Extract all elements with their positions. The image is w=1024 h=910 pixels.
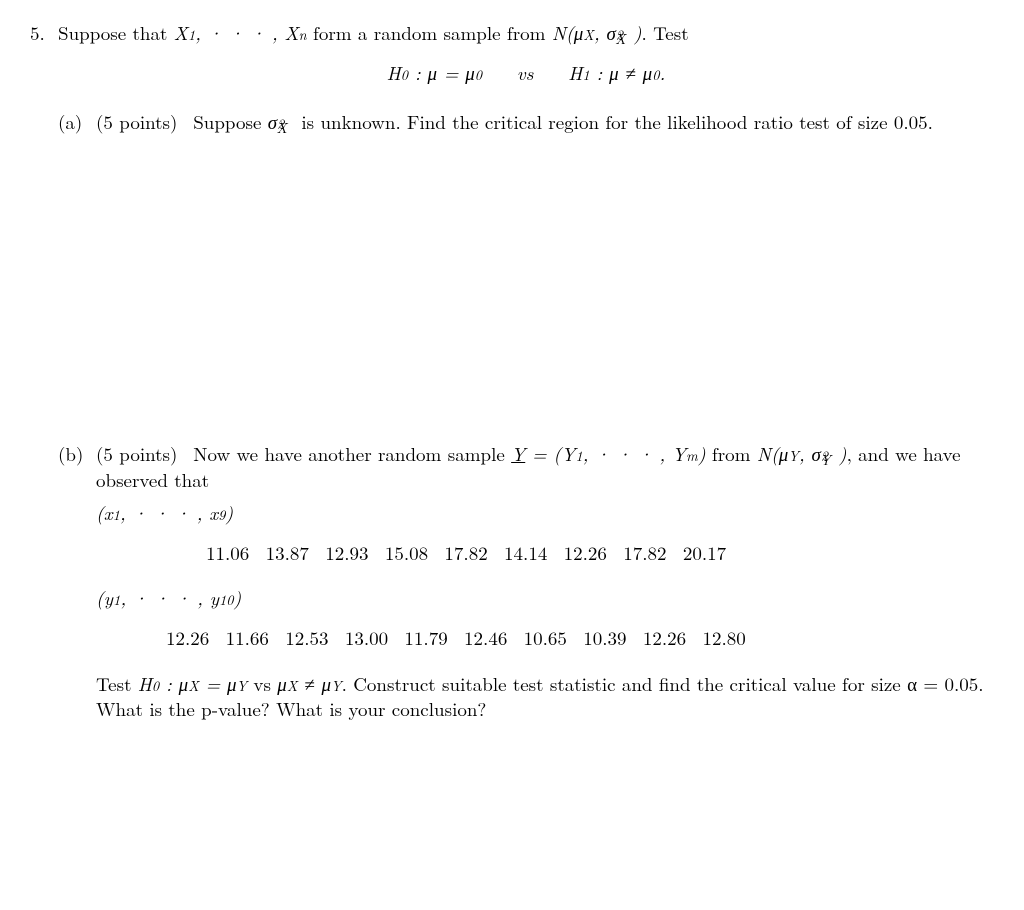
problem-5: 5. Suppose that X1, · · · , Xn form a ra… — [30, 20, 994, 722]
intro-text: Suppose that X1, · · · , Xn form a rando… — [58, 19, 689, 46]
h0: H0 : μ = μ0 — [387, 59, 482, 86]
x-label-row: (x1, · · · , x9) — [96, 500, 994, 526]
hypotheses: H0 : μ = μ0 vs H1 : μ ≠ μ0. — [58, 60, 994, 86]
part-a-sigma: σ2X — [268, 108, 295, 135]
test-a: Test — [96, 670, 138, 697]
y-data: 12.26 11.66 12.53 13.00 11.79 12.46 10.6… — [96, 625, 994, 651]
part-b-test: Test H0 : μX = μY vs μX ≠ μY. Construct … — [96, 671, 994, 722]
part-a-text-a: Suppose — [193, 108, 268, 135]
part-a-text-b: is unknown. Find the critical region for… — [295, 108, 933, 135]
part-b-text-a: Now we have another random sample — [193, 440, 511, 467]
part-a: (a) (5 points) Suppose σ2X is unknown. F… — [58, 109, 994, 135]
part-b-text-b: from — [706, 440, 757, 467]
part-a-points: (5 points) — [96, 108, 177, 135]
h1: H1 : μ ≠ μ0. — [568, 59, 665, 86]
intro-dist: N(μX, σ2X) — [552, 19, 642, 46]
part-b-points: (5 points) — [96, 440, 177, 467]
part-a-label: (a) — [58, 109, 86, 135]
part-b-dist: N(μY, σ2Y) — [757, 440, 847, 467]
test-h0: H0 : μX = μY — [138, 670, 247, 697]
vs: vs — [517, 59, 534, 86]
y-label: (y1, · · · , y10) — [96, 584, 241, 611]
intro-a: Suppose that — [58, 19, 174, 46]
part-b-body: (5 points) Now we have another random sa… — [96, 441, 994, 722]
part-b-label: (b) — [58, 441, 86, 722]
intro-b: form a random sample from — [307, 19, 552, 46]
y-label-row: (y1, · · · , y10) — [96, 585, 994, 611]
test-h1: μX ≠ μY — [277, 670, 341, 697]
problem-body: Suppose that X1, · · · , Xn form a rando… — [58, 20, 994, 722]
intro-c: . Test — [642, 19, 689, 46]
part-b: (b) (5 points) Now we have another rando… — [58, 441, 994, 722]
x-label: (x1, · · · , x9) — [96, 499, 233, 526]
test-vs: vs — [247, 670, 277, 697]
workspace-gap — [58, 135, 994, 425]
x-data: 11.06 13.87 12.93 15.08 17.82 14.14 12.2… — [96, 540, 994, 566]
part-b-ydef: Y = (Y1, · · · , Ym) — [511, 440, 705, 467]
problem-number: 5. — [30, 20, 50, 722]
part-a-body: (5 points) Suppose σ2X is unknown. Find … — [96, 109, 994, 135]
intro-vars: X1, · · · , Xn — [174, 19, 307, 46]
